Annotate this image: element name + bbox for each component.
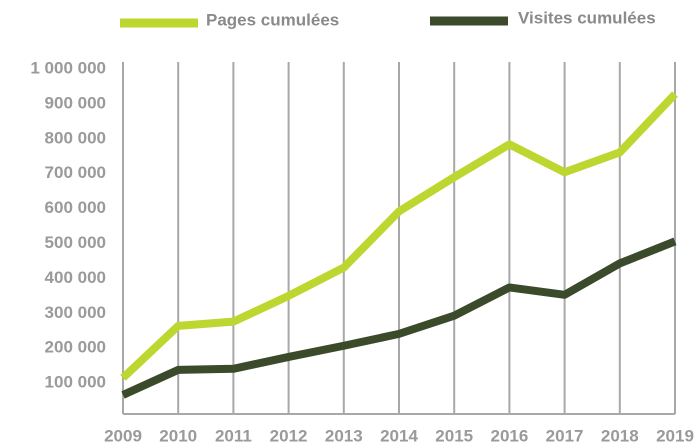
x-tick-label: 2012 [270,426,308,445]
y-tick-label: 400 000 [45,268,106,287]
y-tick-label: 700 000 [45,163,106,182]
y-tick-label: 300 000 [45,303,106,322]
x-tick-label: 2018 [601,426,639,445]
y-tick-label: 900 000 [45,93,106,112]
y-tick-label: 100 000 [45,373,106,392]
x-tick-label: 2014 [380,426,418,445]
x-tick-label: 2017 [546,426,584,445]
x-tick-label: 2016 [490,426,528,445]
legend-label: Pages cumulées [206,10,339,29]
legend-label: Visites cumulées [518,8,656,27]
y-tick-label: 800 000 [45,128,106,147]
x-tick-label: 2009 [104,426,142,445]
series-line [120,91,678,381]
x-tick-label: 2013 [325,426,363,445]
x-tick-label: 2015 [435,426,473,445]
y-tick-label: 600 000 [45,198,106,217]
y-tick-label: 200 000 [45,338,106,357]
x-tick-label: 2010 [159,426,197,445]
series-line [121,237,677,399]
y-tick-label: 500 000 [45,233,106,252]
y-tick-label: 1 000 000 [30,58,106,77]
x-tick-label: 2019 [656,426,694,445]
x-tick-label: 2011 [215,426,252,445]
